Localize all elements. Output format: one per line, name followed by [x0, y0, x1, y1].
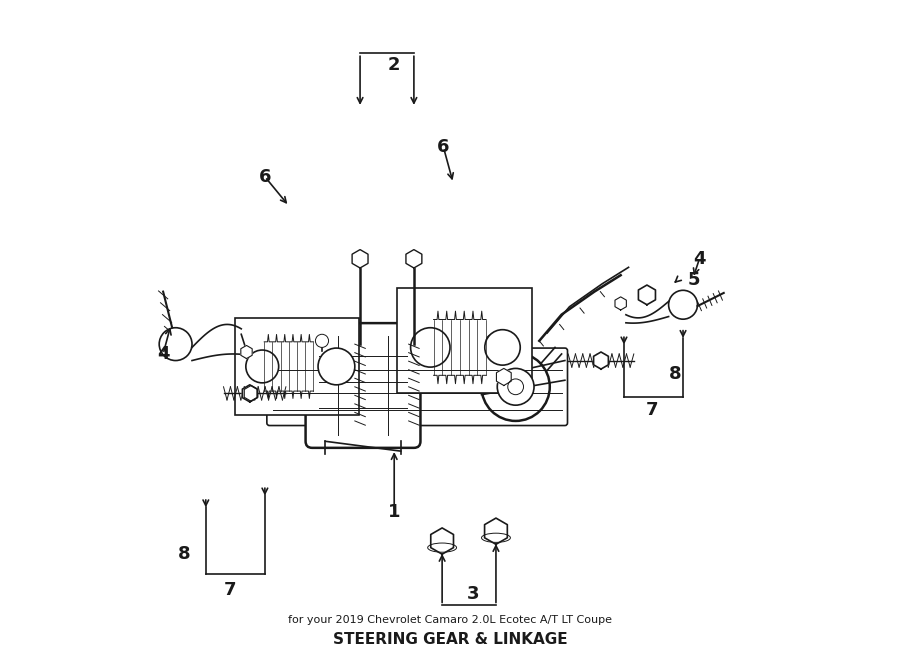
Polygon shape [638, 285, 655, 305]
Polygon shape [406, 250, 422, 268]
Circle shape [318, 348, 355, 385]
Text: 1: 1 [388, 502, 400, 520]
Circle shape [159, 328, 192, 361]
Bar [398, 289, 532, 393]
Polygon shape [497, 369, 511, 385]
Text: 7: 7 [646, 401, 659, 419]
FancyBboxPatch shape [306, 323, 420, 448]
Text: 7: 7 [224, 581, 237, 599]
Text: 6: 6 [258, 167, 271, 186]
Text: 6: 6 [437, 138, 450, 156]
Text: 3: 3 [467, 585, 479, 602]
Circle shape [669, 291, 698, 319]
Polygon shape [431, 528, 454, 554]
Text: 4: 4 [693, 250, 706, 268]
Circle shape [508, 379, 524, 395]
Circle shape [485, 330, 520, 365]
Text: STEERING GEAR & LINKAGE: STEERING GEAR & LINKAGE [333, 632, 567, 647]
Text: 4: 4 [157, 345, 169, 363]
Circle shape [410, 328, 450, 367]
Text: 8: 8 [178, 545, 191, 563]
Polygon shape [242, 385, 257, 402]
Bar [235, 318, 359, 415]
Text: 2: 2 [388, 56, 400, 74]
Circle shape [482, 353, 550, 421]
Text: 5: 5 [688, 271, 700, 289]
Ellipse shape [428, 543, 456, 552]
Circle shape [486, 334, 500, 348]
Polygon shape [244, 385, 258, 401]
Circle shape [246, 350, 279, 383]
Polygon shape [484, 518, 508, 544]
Text: 8: 8 [669, 365, 681, 383]
Circle shape [315, 334, 328, 348]
Polygon shape [352, 250, 368, 268]
Polygon shape [615, 297, 626, 310]
Text: for your 2019 Chevrolet Camaro 2.0L Ecotec A/T LT Coupe: for your 2019 Chevrolet Camaro 2.0L Ecot… [288, 615, 612, 625]
Polygon shape [241, 346, 252, 359]
FancyBboxPatch shape [267, 348, 568, 426]
Polygon shape [594, 352, 608, 369]
Ellipse shape [482, 533, 510, 542]
Circle shape [498, 369, 534, 405]
